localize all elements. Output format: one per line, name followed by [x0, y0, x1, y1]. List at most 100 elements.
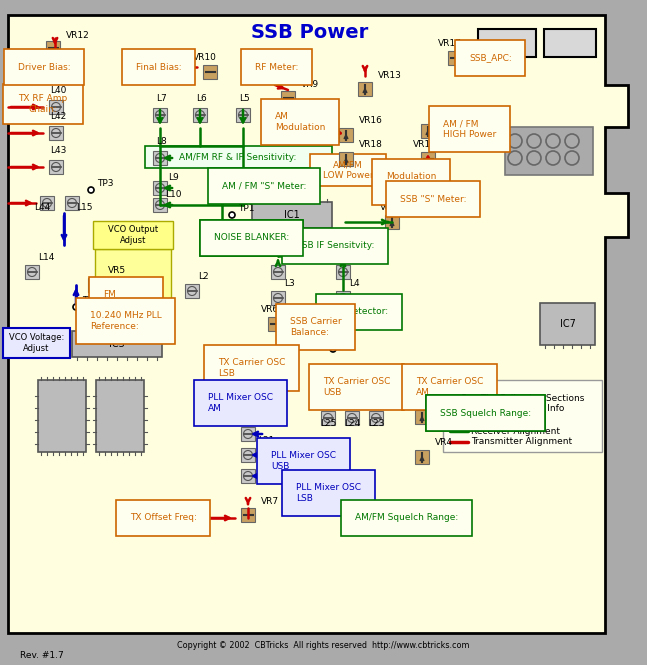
- FancyBboxPatch shape: [241, 508, 255, 522]
- FancyBboxPatch shape: [281, 91, 295, 105]
- Text: Rev. #1.7: Rev. #1.7: [20, 650, 64, 660]
- FancyBboxPatch shape: [505, 127, 593, 175]
- Text: TX Carrier OSC
AM: TX Carrier OSC AM: [416, 377, 483, 397]
- Text: L6: L6: [196, 94, 207, 103]
- Text: L15: L15: [76, 203, 93, 212]
- FancyBboxPatch shape: [358, 82, 372, 96]
- FancyBboxPatch shape: [345, 411, 359, 425]
- Text: L12: L12: [349, 253, 366, 262]
- Text: PLL Mixer OSC
LSB: PLL Mixer OSC LSB: [296, 483, 361, 503]
- FancyBboxPatch shape: [415, 410, 429, 424]
- FancyBboxPatch shape: [415, 450, 429, 464]
- FancyBboxPatch shape: [443, 380, 602, 452]
- FancyBboxPatch shape: [145, 146, 332, 168]
- Text: PLL Alignment: PLL Alignment: [471, 416, 536, 424]
- Text: Copyright © 2002  CBTricks  All rights reserved  http://www.cbtricks.com: Copyright © 2002 CBTricks All rights res…: [177, 640, 469, 650]
- FancyBboxPatch shape: [40, 196, 54, 210]
- Text: SSB Power: SSB Power: [252, 23, 369, 41]
- Text: Receiver Alignment: Receiver Alignment: [471, 426, 560, 436]
- Text: L2: L2: [198, 272, 208, 281]
- Text: IC7: IC7: [560, 319, 575, 329]
- Text: VR9: VR9: [301, 80, 319, 89]
- Text: VCO Voltage:
Adjust: VCO Voltage: Adjust: [9, 333, 64, 352]
- FancyBboxPatch shape: [421, 152, 435, 166]
- Text: AM/FM Squelch Range:: AM/FM Squelch Range:: [355, 513, 458, 523]
- Circle shape: [229, 212, 235, 218]
- Text: L8: L8: [156, 137, 167, 146]
- Text: L42: L42: [50, 112, 66, 121]
- FancyBboxPatch shape: [153, 108, 167, 122]
- FancyBboxPatch shape: [271, 265, 285, 279]
- FancyBboxPatch shape: [153, 198, 167, 212]
- FancyBboxPatch shape: [49, 160, 63, 174]
- FancyBboxPatch shape: [271, 291, 285, 305]
- FancyBboxPatch shape: [310, 154, 386, 186]
- Text: VR4: VR4: [435, 438, 453, 447]
- FancyBboxPatch shape: [540, 303, 595, 345]
- Text: VR10: VR10: [193, 53, 217, 62]
- FancyBboxPatch shape: [49, 126, 63, 140]
- Text: Driver Bias:: Driver Bias:: [18, 63, 71, 72]
- Text: Final Bias:: Final Bias:: [136, 63, 182, 72]
- Text: FM
Deviation:: FM Deviation:: [103, 291, 149, 310]
- Text: L3: L3: [284, 279, 295, 288]
- FancyBboxPatch shape: [339, 128, 353, 142]
- Text: VR18: VR18: [359, 140, 383, 149]
- Text: L9: L9: [168, 173, 179, 182]
- Text: RF Meter:: RF Meter:: [255, 63, 298, 72]
- Text: VR1: VR1: [380, 203, 398, 212]
- FancyBboxPatch shape: [88, 278, 102, 292]
- Text: L23: L23: [368, 419, 384, 428]
- Text: TX Carrier OSC
LSB: TX Carrier OSC LSB: [218, 358, 285, 378]
- Text: IC1: IC1: [284, 210, 300, 220]
- Text: TX Offset Freq:: TX Offset Freq:: [130, 513, 197, 523]
- Text: VR13: VR13: [378, 71, 402, 80]
- Text: TP3: TP3: [97, 179, 113, 188]
- FancyBboxPatch shape: [478, 29, 536, 57]
- FancyBboxPatch shape: [215, 186, 229, 200]
- FancyBboxPatch shape: [25, 265, 39, 279]
- Text: L40: L40: [50, 86, 67, 95]
- Text: SSB Squelch Range:: SSB Squelch Range:: [440, 408, 531, 418]
- FancyBboxPatch shape: [185, 284, 199, 298]
- Text: AM
Modulation: AM Modulation: [275, 112, 325, 132]
- Text: L21: L21: [258, 436, 274, 445]
- Circle shape: [330, 346, 336, 352]
- Text: L11: L11: [284, 253, 300, 262]
- Text: AM/FM RF & IF Sensitivity:: AM/FM RF & IF Sensitivity:: [179, 152, 297, 162]
- Circle shape: [73, 304, 79, 310]
- Text: L14: L14: [38, 253, 54, 262]
- Polygon shape: [8, 15, 628, 633]
- Text: SSB "S" Meter:: SSB "S" Meter:: [400, 194, 466, 203]
- Text: L4: L4: [349, 279, 360, 288]
- FancyBboxPatch shape: [268, 317, 282, 331]
- Text: Modulation
Meter:: Modulation Meter:: [386, 172, 436, 192]
- Text: AM/FM
LOW Power: AM/FM LOW Power: [323, 160, 373, 180]
- FancyBboxPatch shape: [336, 291, 350, 305]
- Circle shape: [88, 187, 94, 193]
- Text: L5: L5: [239, 94, 250, 103]
- Text: IC3: IC3: [109, 339, 125, 349]
- Text: NOISE BLANKER:: NOISE BLANKER:: [214, 233, 289, 243]
- FancyBboxPatch shape: [385, 215, 399, 229]
- Text: SSB Squelch Range:: SSB Squelch Range:: [440, 408, 531, 418]
- FancyBboxPatch shape: [49, 100, 63, 114]
- Text: TP6: TP6: [339, 338, 355, 347]
- Text: See The Following Sections
For Ajustment Info: See The Following Sections For Ajustment…: [461, 394, 584, 414]
- Text: L10: L10: [165, 190, 182, 199]
- FancyBboxPatch shape: [241, 427, 255, 441]
- Text: Transmitter Alignment: Transmitter Alignment: [471, 438, 572, 446]
- Text: AM / FM
HIGH Power: AM / FM HIGH Power: [443, 119, 496, 139]
- Text: L43: L43: [50, 146, 67, 155]
- Text: NOISE BLANKER:: NOISE BLANKER:: [214, 233, 289, 243]
- FancyBboxPatch shape: [153, 151, 167, 165]
- Text: L22: L22: [258, 457, 274, 466]
- Text: TX RF Amp
Chain:: TX RF Amp Chain:: [18, 94, 68, 114]
- Text: L7: L7: [156, 94, 167, 103]
- Text: TX Carrier OSC
USB: TX Carrier OSC USB: [323, 377, 390, 397]
- FancyBboxPatch shape: [448, 51, 462, 65]
- Text: VR15: VR15: [413, 140, 437, 149]
- FancyBboxPatch shape: [3, 84, 83, 124]
- Text: SSB_APC:: SSB_APC:: [469, 53, 512, 63]
- Text: 10.240 MHz PLL
Reference:: 10.240 MHz PLL Reference:: [90, 311, 162, 331]
